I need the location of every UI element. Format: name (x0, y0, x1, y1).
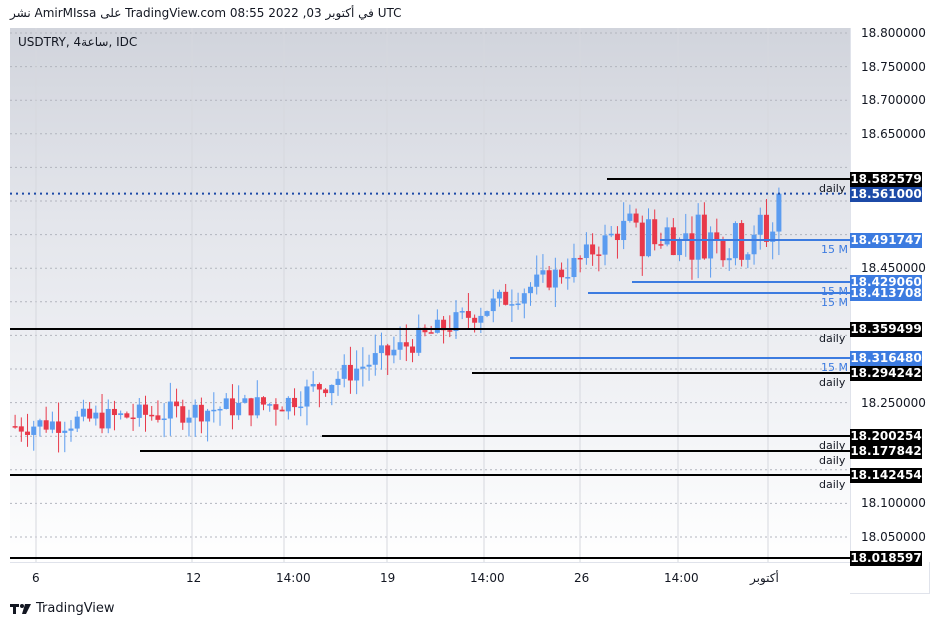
daily-label: daily (819, 454, 846, 468)
price-label: 18.561000 (850, 186, 922, 202)
time-axis[interactable] (10, 562, 850, 594)
m15-label: 15 M (821, 360, 848, 374)
time-tick: 12 (186, 571, 202, 585)
price-label: 18.359499 (850, 322, 922, 338)
price-label: 18.316480 (850, 350, 922, 366)
daily-label: daily (819, 182, 846, 196)
time-tick: 6 (32, 571, 40, 585)
tradingview-logo-icon (10, 603, 31, 614)
daily-label: daily (819, 332, 846, 346)
price-label: 18.200254 (850, 429, 922, 445)
time-tick: 14:00 (664, 571, 699, 585)
tradingview-logo[interactable]: TradingView (10, 601, 115, 616)
publish-line: نشر AmirMIssa على TradingView.com 08:55 … (10, 6, 402, 20)
daily-label: daily (819, 375, 846, 389)
daily-label: daily (819, 439, 846, 453)
price-label: 18.294242 (850, 365, 922, 381)
price-label: 18.018597 (850, 551, 922, 567)
publish-header: نشر AmirMIssa على TradingView.com 08:55 … (0, 0, 938, 28)
time-tick: 19 (380, 571, 396, 585)
daily-label: daily (819, 477, 846, 491)
m15-level-line[interactable] (588, 291, 850, 294)
price-tick: 18.100000 (861, 496, 926, 511)
time-tick: 26 (574, 571, 590, 585)
time-tick: 14:00 (276, 571, 311, 585)
footer-brand: TradingView (36, 601, 115, 616)
price-tick: 18.250000 (861, 395, 926, 410)
daily-level-line[interactable] (607, 178, 850, 181)
price-tick: 18.750000 (861, 59, 926, 74)
daily-level-line[interactable] (472, 371, 850, 374)
m15-level-line[interactable] (632, 281, 850, 284)
price-label: 18.413708 (850, 285, 922, 301)
daily-level-line[interactable] (10, 557, 850, 560)
symbol-label: USDTRY, 4ساعة, IDC (18, 35, 138, 49)
price-tick: 18.650000 (861, 126, 926, 141)
m15-level-line[interactable] (660, 239, 850, 242)
daily-level-line[interactable] (140, 450, 850, 453)
price-tick: 18.050000 (861, 530, 926, 544)
m15-label: 15 M (821, 295, 848, 309)
m15-label: 15 M (821, 243, 848, 257)
price-label: 18.142454 (850, 467, 922, 483)
daily-level-line[interactable] (10, 328, 850, 331)
m15-level-line[interactable] (510, 356, 850, 359)
daily-level-line[interactable] (10, 473, 850, 476)
price-label: 18.177842 (850, 444, 922, 460)
time-tick: أكتوبر (750, 571, 779, 585)
price-tick: 18.800000 (861, 26, 926, 40)
price-label: 18.491747 (850, 233, 922, 249)
candlestick-series (10, 28, 850, 562)
daily-level-line[interactable] (322, 435, 850, 438)
price-tick: 18.700000 (861, 93, 926, 108)
chart-plot-area[interactable] (10, 28, 850, 562)
time-tick: 14:00 (470, 571, 505, 585)
price-tick: 18.450000 (861, 261, 926, 276)
price-label: 18.582579 (850, 172, 922, 188)
